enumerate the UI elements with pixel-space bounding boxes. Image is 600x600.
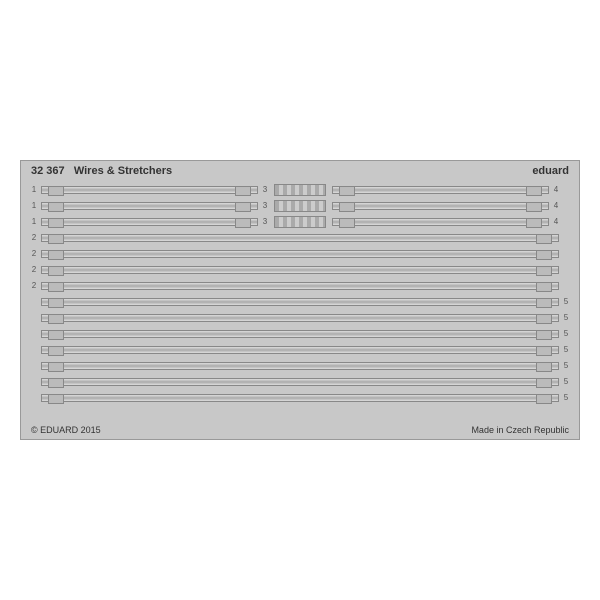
- part-number-left: 1: [29, 185, 39, 194]
- part-row: 2: [29, 279, 571, 292]
- origin: Made in Czech Republic: [471, 425, 569, 435]
- stretcher-block: [274, 200, 326, 212]
- wire-part: [332, 186, 549, 194]
- wire-part-full: [41, 234, 559, 242]
- part-number-right: 5: [561, 361, 571, 370]
- part-number-right: 5: [561, 297, 571, 306]
- wire-part: [41, 218, 258, 226]
- wire-part: [332, 218, 549, 226]
- wire-part-full: [41, 282, 559, 290]
- part-number-right: 5: [561, 393, 571, 402]
- part-row: 5: [29, 359, 571, 372]
- wire-part-full: [41, 330, 559, 338]
- part-number-left: 2: [29, 233, 39, 242]
- photoetch-fret: 32 367 Wires & Stretchers eduard 1 3 4 1…: [20, 160, 580, 440]
- wire-part: [41, 202, 258, 210]
- part-row: 2: [29, 247, 571, 260]
- wire-part-full: [41, 394, 559, 402]
- product-title: 32 367 Wires & Stretchers: [31, 165, 172, 177]
- part-row: 5: [29, 327, 571, 340]
- part-row: 2: [29, 263, 571, 276]
- part-row: 5: [29, 295, 571, 308]
- part-number-left: 2: [29, 281, 39, 290]
- part-number-right: 4: [551, 201, 561, 210]
- part-row: 1 3 4: [29, 215, 571, 228]
- copyright: © EDUARD 2015: [31, 425, 101, 435]
- part-number-left: 2: [29, 249, 39, 258]
- part-row: 5: [29, 343, 571, 356]
- parts-area: 1 3 4 1 3 4 1 3 4 2 2: [29, 183, 571, 419]
- part-row: 1 3 4: [29, 183, 571, 196]
- wire-part: [332, 202, 549, 210]
- wire-part: [41, 186, 258, 194]
- footer: © EDUARD 2015 Made in Czech Republic: [31, 425, 569, 435]
- wire-part-full: [41, 378, 559, 386]
- part-row: 1 3 4: [29, 199, 571, 212]
- part-row: 5: [29, 375, 571, 388]
- wire-part-full: [41, 362, 559, 370]
- stretcher-block: [274, 216, 326, 228]
- part-number-right: 5: [561, 345, 571, 354]
- part-row: 5: [29, 391, 571, 404]
- wire-part-full: [41, 250, 559, 258]
- part-number-center: 3: [260, 185, 270, 194]
- wire-part-full: [41, 346, 559, 354]
- part-row: 2: [29, 231, 571, 244]
- part-number-left: 1: [29, 217, 39, 226]
- part-number-left: 1: [29, 201, 39, 210]
- part-row: 5: [29, 311, 571, 324]
- brand-label: eduard: [532, 165, 569, 177]
- part-number-left: 2: [29, 265, 39, 274]
- product-code: 32 367: [31, 165, 65, 177]
- part-number-center: 3: [260, 217, 270, 226]
- product-name: Wires & Stretchers: [74, 165, 172, 177]
- part-number-right: 5: [561, 329, 571, 338]
- part-number-right: 5: [561, 377, 571, 386]
- part-number-right: 4: [551, 217, 561, 226]
- wire-part-full: [41, 266, 559, 274]
- stretcher-block: [274, 184, 326, 196]
- wire-part-full: [41, 314, 559, 322]
- part-number-right: 5: [561, 313, 571, 322]
- header: 32 367 Wires & Stretchers eduard: [31, 165, 569, 177]
- part-number-right: 4: [551, 185, 561, 194]
- part-number-center: 3: [260, 201, 270, 210]
- wire-part-full: [41, 298, 559, 306]
